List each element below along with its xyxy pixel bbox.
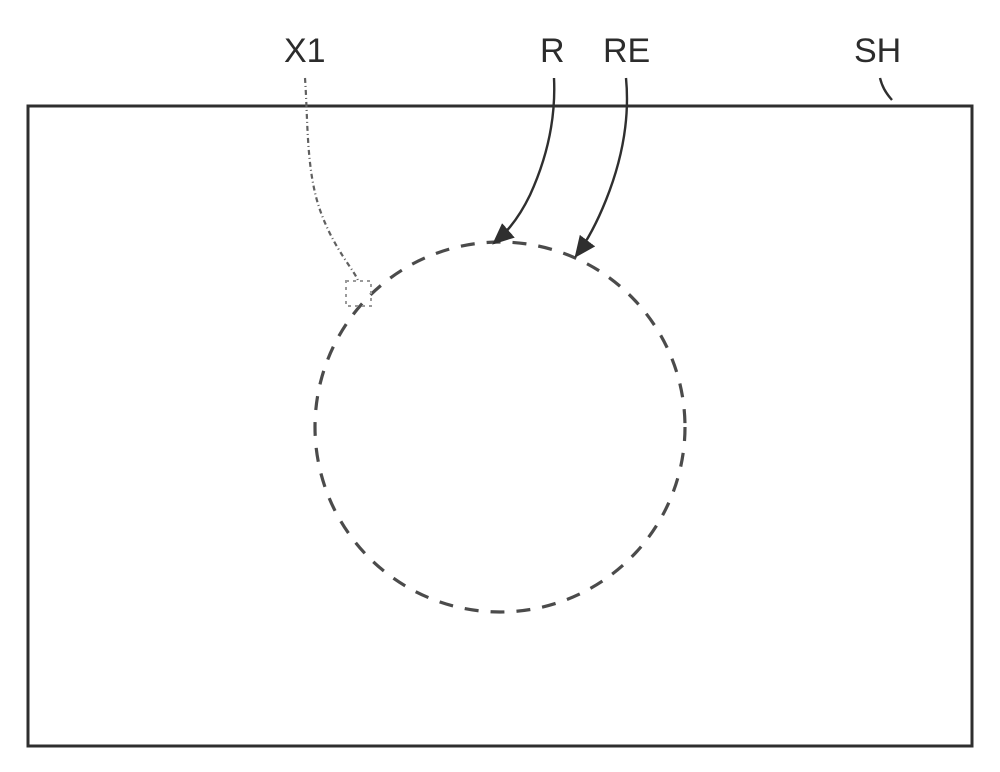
leader-sh [880,78,892,100]
leader-x1 [305,78,358,281]
frame-rect [28,106,972,746]
region-circle [315,242,685,612]
marker-box [346,281,371,306]
diagram-svg [0,0,1000,772]
diagram-canvas: X1 R RE SH [0,0,1000,772]
leader-r [494,78,554,243]
